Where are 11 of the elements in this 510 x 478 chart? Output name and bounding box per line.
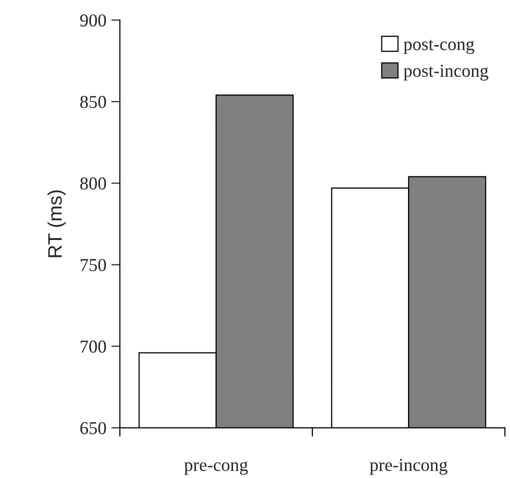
y-tick-label: 750	[80, 258, 106, 272]
x-tick-label: pre-incong	[370, 458, 448, 475]
y-axis-title: RT (ms)	[48, 190, 66, 258]
y-tick-label: 850	[80, 96, 106, 108]
x-tick-label: pre-cong	[184, 462, 248, 475]
y-tick-label: 900	[80, 14, 106, 27]
legend-label: post-incong	[404, 64, 488, 81]
y-tick-label: 700	[80, 340, 106, 353]
legend-label: post-cong	[404, 40, 474, 54]
y-tick-label: 650	[80, 422, 106, 434]
y-tick-label: 800	[80, 177, 106, 190]
